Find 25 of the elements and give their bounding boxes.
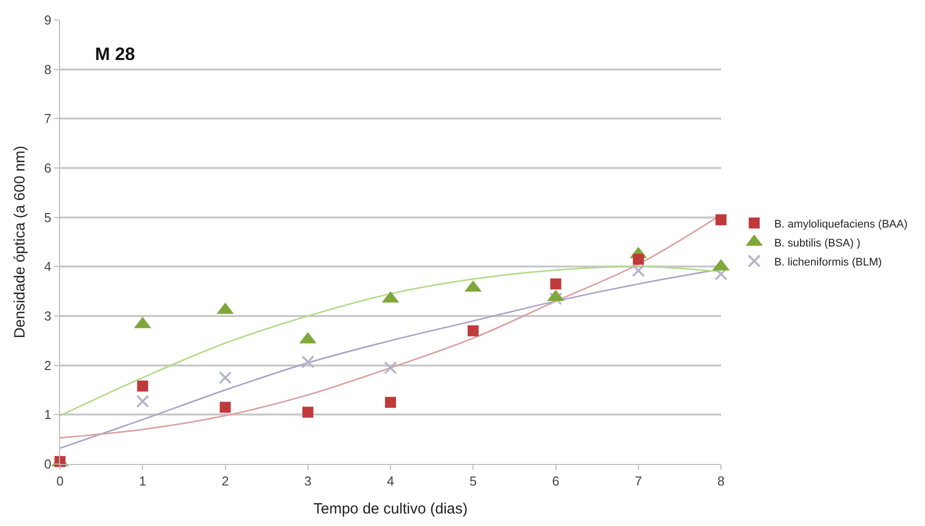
legend-label: B. subtilis (BSA) ) xyxy=(774,237,860,250)
y-tick-label: 1 xyxy=(44,407,52,422)
x-tick-label: 0 xyxy=(56,474,64,489)
x-tick-label: 7 xyxy=(634,474,642,489)
x-tick-label: 4 xyxy=(386,474,394,489)
x-tick-label: 5 xyxy=(470,474,477,489)
legend-label: B. licheniformis (BLM) xyxy=(774,256,882,268)
y-tick-label: 7 xyxy=(44,111,52,126)
y-tick-label: 2 xyxy=(44,358,52,373)
x-tick-label: 6 xyxy=(552,474,560,489)
x-axis-title: Tempo de cultivo (dias) xyxy=(313,500,468,518)
x-tick-label: 1 xyxy=(139,474,146,489)
annotation: M 28 xyxy=(95,44,136,64)
legend-label: B. amyloliquefaciens (BAA) xyxy=(774,218,908,230)
x-tick-label: 3 xyxy=(304,474,312,489)
y-tick-label: 4 xyxy=(44,259,52,274)
y-tick-label: 9 xyxy=(44,12,52,28)
y-tick-label: 8 xyxy=(44,62,52,77)
y-tick-label: 5 xyxy=(44,210,52,225)
x-tick-label: 8 xyxy=(717,474,725,489)
y-tick-label: 3 xyxy=(44,308,52,324)
y-tick-label: 0 xyxy=(44,456,52,472)
y-tick-label: 6 xyxy=(44,160,52,176)
y-axis-title: Densidade óptica (a 600 nm) xyxy=(11,146,28,338)
x-tick-label: 2 xyxy=(222,474,229,489)
